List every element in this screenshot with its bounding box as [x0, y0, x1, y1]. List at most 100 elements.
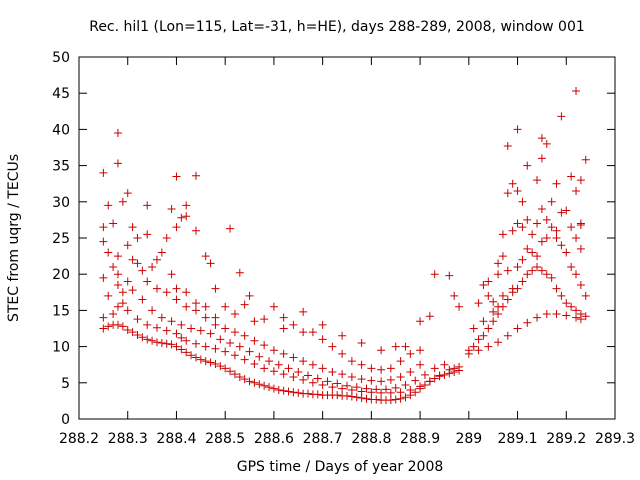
data-point	[513, 125, 522, 134]
data-point	[235, 342, 244, 351]
data-point	[230, 370, 239, 379]
data-point	[430, 270, 439, 279]
data-point	[221, 347, 230, 356]
data-point	[343, 391, 351, 400]
data-point	[391, 342, 400, 351]
data-point	[118, 322, 127, 331]
data-point	[396, 357, 405, 366]
data-point	[157, 338, 166, 347]
data-point	[508, 226, 517, 235]
data-point	[318, 320, 327, 329]
data-point	[533, 176, 542, 185]
data-point	[508, 284, 517, 293]
x-axis-label: GPS time / Days of year 2008	[237, 459, 444, 475]
data-point	[513, 324, 522, 333]
data-point	[338, 331, 347, 340]
data-point	[328, 383, 337, 392]
data-point	[143, 277, 152, 286]
y-tick-label: 20	[52, 267, 70, 283]
data-point	[557, 208, 566, 217]
data-point	[123, 306, 132, 315]
data-point	[269, 367, 278, 376]
data-point	[576, 281, 585, 290]
x-tick-label: 288.6	[254, 431, 294, 447]
x-tick-label: 288.4	[156, 431, 196, 447]
data-point	[211, 284, 220, 293]
data-point	[143, 201, 152, 210]
data-point	[537, 266, 546, 275]
data-point	[552, 284, 561, 293]
data-point	[182, 302, 191, 311]
data-point	[289, 320, 298, 329]
data-point	[162, 326, 171, 335]
data-point	[211, 344, 220, 353]
y-tick-label: 50	[52, 50, 70, 66]
data-point	[416, 346, 425, 355]
data-point	[304, 371, 313, 380]
data-point	[567, 172, 576, 181]
data-point	[455, 302, 464, 311]
data-point	[513, 219, 522, 228]
data-point	[128, 223, 137, 232]
data-point	[381, 385, 390, 394]
data-point	[367, 388, 376, 397]
y-tick-label: 35	[52, 159, 70, 175]
data-point	[533, 252, 542, 261]
data-point	[289, 373, 298, 382]
data-point	[347, 373, 356, 382]
data-point	[362, 384, 371, 393]
data-point	[498, 252, 507, 261]
x-axis: 288.2 288.3 288.4 288.5 288.6 288.7 288.8 288.9…	[59, 57, 635, 447]
data-point	[211, 320, 220, 329]
data-point	[172, 295, 181, 304]
data-point	[123, 325, 132, 334]
data-point	[128, 286, 137, 295]
data-points	[99, 87, 590, 405]
data-point	[133, 259, 142, 268]
data-point	[201, 313, 210, 322]
x-tick-label: 288.9	[400, 431, 440, 447]
data-point	[299, 375, 308, 384]
data-point	[157, 313, 166, 322]
data-point	[440, 360, 449, 369]
data-point	[138, 295, 147, 304]
data-point	[547, 223, 556, 232]
data-point	[377, 365, 386, 374]
data-point	[572, 306, 581, 315]
data-point	[128, 255, 137, 264]
data-point	[557, 291, 566, 300]
data-point	[474, 335, 483, 344]
data-point	[518, 255, 527, 264]
data-point	[469, 342, 478, 351]
data-point	[479, 331, 488, 340]
data-point	[576, 310, 585, 319]
data-point	[245, 347, 254, 356]
data-point	[318, 380, 327, 389]
data-point	[552, 179, 561, 188]
data-point	[576, 219, 585, 228]
data-point	[343, 381, 351, 390]
data-point	[562, 248, 571, 257]
data-point	[230, 310, 239, 319]
data-point	[581, 291, 590, 300]
data-point	[503, 266, 512, 275]
data-point	[518, 197, 527, 206]
data-point	[567, 302, 576, 311]
data-point	[99, 223, 108, 232]
data-point	[567, 262, 576, 271]
data-point	[333, 391, 342, 400]
data-point	[547, 273, 556, 282]
data-point	[167, 317, 176, 326]
data-point	[245, 377, 254, 386]
data-point	[576, 176, 585, 185]
data-point	[138, 333, 147, 342]
data-point	[420, 380, 429, 389]
data-point	[260, 315, 269, 324]
data-point	[265, 383, 274, 392]
data-point	[138, 266, 147, 275]
data-point	[304, 389, 313, 398]
data-point	[401, 393, 410, 402]
data-point	[187, 324, 196, 333]
data-point	[265, 357, 274, 366]
